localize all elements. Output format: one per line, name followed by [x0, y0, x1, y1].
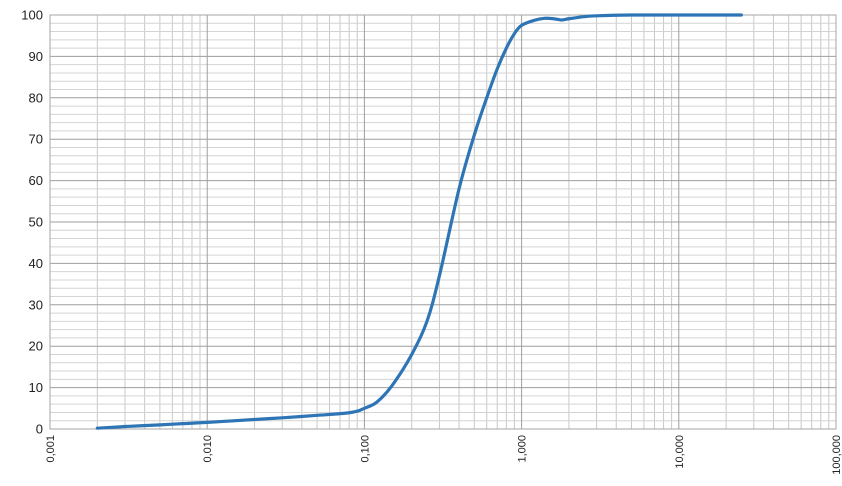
x-tick-label: 0,100 — [359, 435, 371, 463]
y-tick-label: 50 — [29, 215, 43, 230]
y-tick-label: 90 — [29, 49, 43, 64]
y-tick-label: 0 — [36, 422, 43, 437]
y-tick-label: 20 — [29, 339, 43, 354]
y-tick-label: 40 — [29, 256, 43, 271]
x-tick-label: 10,000 — [674, 435, 686, 469]
y-tick-label: 70 — [29, 132, 43, 147]
x-axis-tick-labels: 0,001 0,010 0,100 1,000 10,000 100,000 — [45, 435, 842, 475]
y-axis-tick-labels: 0 10 20 30 40 50 60 70 80 90 100 — [21, 8, 43, 437]
x-tick-label: 1,000 — [517, 435, 529, 463]
x-tick-label: 0,010 — [202, 435, 214, 463]
y-tick-label: 80 — [29, 90, 43, 105]
x-tick-label: 100,000 — [831, 435, 842, 475]
y-tick-label: 10 — [29, 380, 43, 395]
y-tick-label: 60 — [29, 173, 43, 188]
plot-area-frame — [49, 14, 837, 430]
y-tick-label: 100 — [21, 8, 43, 23]
series-line — [95, 13, 743, 430]
major-gridlines — [49, 14, 837, 430]
y-tick-label: 30 — [29, 297, 43, 312]
x-tick-label: 0,001 — [45, 435, 57, 463]
